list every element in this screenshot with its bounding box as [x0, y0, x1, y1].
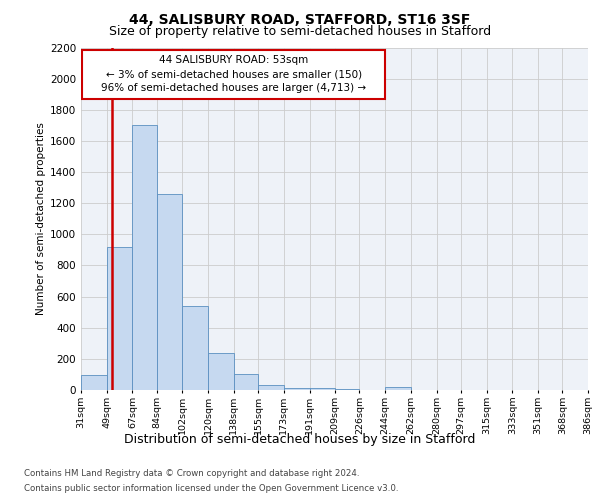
Bar: [157, 194, 182, 390]
Text: 44, SALISBURY ROAD, STAFFORD, ST16 3SF: 44, SALISBURY ROAD, STAFFORD, ST16 3SF: [130, 12, 470, 26]
Text: Distribution of semi-detached houses by size in Stafford: Distribution of semi-detached houses by …: [124, 432, 476, 446]
Bar: [335, 389, 359, 390]
Bar: [182, 306, 208, 390]
Bar: [234, 374, 258, 390]
Bar: [81, 375, 107, 390]
Y-axis label: Number of semi-detached properties: Number of semi-detached properties: [36, 122, 46, 315]
Text: Size of property relative to semi-detached houses in Stafford: Size of property relative to semi-detach…: [109, 25, 491, 38]
Bar: [385, 387, 411, 390]
FancyBboxPatch shape: [82, 50, 385, 99]
Bar: [133, 126, 157, 390]
Text: Contains HM Land Registry data © Crown copyright and database right 2024.: Contains HM Land Registry data © Crown c…: [24, 469, 359, 478]
Bar: [107, 247, 133, 390]
Bar: [208, 354, 234, 390]
Bar: [310, 388, 335, 390]
Bar: [284, 388, 310, 390]
Bar: [258, 384, 284, 390]
Text: Contains public sector information licensed under the Open Government Licence v3: Contains public sector information licen…: [24, 484, 398, 493]
Text: 44 SALISBURY ROAD: 53sqm
← 3% of semi-detached houses are smaller (150)
96% of s: 44 SALISBURY ROAD: 53sqm ← 3% of semi-de…: [101, 56, 367, 94]
